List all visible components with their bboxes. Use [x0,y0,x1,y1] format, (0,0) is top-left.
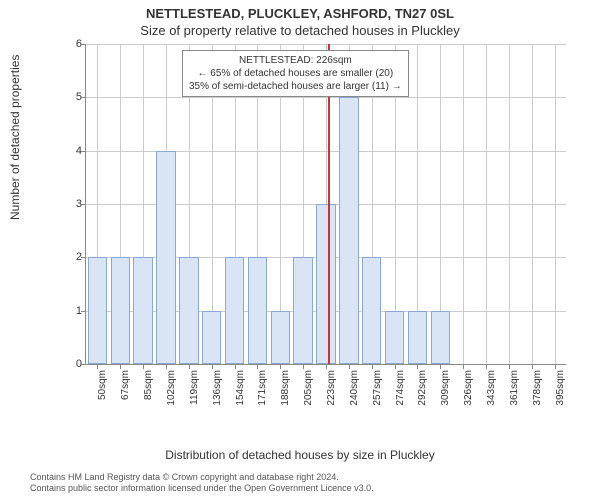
y-tick-mark [81,311,86,312]
bar [225,257,244,364]
page-title: NETTLESTEAD, PLUCKLEY, ASHFORD, TN27 0SL [0,0,600,21]
y-tick-mark [81,97,86,98]
y-tick-mark [81,257,86,258]
bar [111,257,130,364]
x-tick-label: 50sqm [97,364,108,400]
chart-area: 012345650sqm67sqm85sqm102sqm119sqm136sqm… [55,44,575,414]
bar [385,311,404,364]
x-tick-label: 257sqm [372,364,383,406]
x-tick-label: 361sqm [509,364,520,406]
x-tick-label: 309sqm [440,364,451,406]
x-tick-label: 343sqm [486,364,497,406]
bar [248,257,267,364]
x-tick-label: 188sqm [280,364,291,406]
x-tick-label: 154sqm [235,364,246,406]
x-tick-label: 85sqm [143,364,154,400]
y-tick-label: 5 [64,91,82,103]
x-tick-label: 205sqm [303,364,314,406]
bar [316,204,335,364]
y-tick-label: 0 [64,358,82,370]
x-tick-label: 67sqm [120,364,131,400]
x-tick-label: 378sqm [532,364,543,406]
bar [156,151,175,364]
y-tick-label: 4 [64,145,82,157]
gridline-v [555,44,556,364]
chart-container: NETTLESTEAD, PLUCKLEY, ASHFORD, TN27 0SL… [0,0,600,500]
x-tick-label: 274sqm [395,364,406,406]
x-tick-label: 326sqm [463,364,474,406]
bar [179,257,198,364]
bar [271,311,290,364]
footer-line1: Contains HM Land Registry data © Crown c… [30,472,374,483]
page-subtitle: Size of property relative to detached ho… [0,21,600,38]
gridline-v [486,44,487,364]
y-tick-label: 2 [64,251,82,263]
y-tick-mark [81,364,86,365]
bar [408,311,427,364]
gridline-v [532,44,533,364]
plot-area: 012345650sqm67sqm85sqm102sqm119sqm136sqm… [85,44,566,365]
y-tick-mark [81,204,86,205]
x-tick-label: 119sqm [189,364,200,405]
footer-line2: Contains public sector information licen… [30,483,374,494]
x-tick-label: 171sqm [257,364,268,406]
x-tick-label: 292sqm [417,364,428,406]
bar [133,257,152,364]
bar [202,311,221,364]
x-tick-label: 395sqm [555,364,566,406]
gridline-v [463,44,464,364]
y-axis-label: Number of detached properties [8,55,22,220]
bar [339,97,358,364]
bar [431,311,450,364]
y-tick-label: 3 [64,198,82,210]
y-tick-mark [81,44,86,45]
info-box-line1: NETTLESTEAD: 226sqm [189,54,402,67]
y-tick-label: 1 [64,305,82,317]
gridline-v [509,44,510,364]
bar [293,257,312,364]
attribution-footer: Contains HM Land Registry data © Crown c… [30,472,374,495]
info-box-line2: ← 65% of detached houses are smaller (20… [189,67,402,80]
x-tick-label: 102sqm [166,364,177,406]
x-tick-label: 240sqm [349,364,360,406]
bar [88,257,107,364]
info-box: NETTLESTEAD: 226sqm← 65% of detached hou… [182,50,409,97]
y-tick-mark [81,151,86,152]
info-box-line3: 35% of semi-detached houses are larger (… [189,80,402,93]
y-tick-label: 6 [64,38,82,50]
x-tick-label: 136sqm [212,364,223,406]
bar [362,257,381,364]
x-axis-label: Distribution of detached houses by size … [0,448,600,462]
x-tick-label: 223sqm [326,364,337,406]
